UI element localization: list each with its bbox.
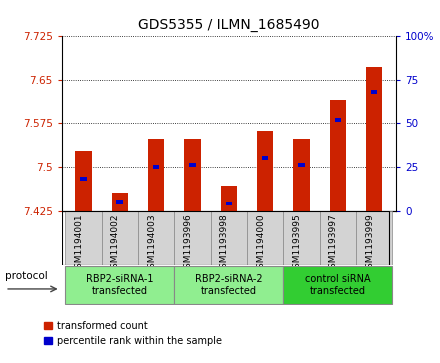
Text: GSM1193999: GSM1193999 bbox=[365, 213, 374, 274]
Bar bbox=[320, 211, 356, 265]
Text: control siRNA
transfected: control siRNA transfected bbox=[305, 274, 370, 296]
Bar bbox=[283, 211, 320, 265]
Text: GSM1194003: GSM1194003 bbox=[147, 213, 156, 274]
Bar bbox=[189, 163, 196, 167]
Bar bbox=[65, 211, 102, 265]
Bar bbox=[330, 100, 346, 211]
Bar bbox=[262, 156, 268, 160]
Bar bbox=[356, 211, 392, 265]
Bar bbox=[102, 211, 138, 265]
Bar bbox=[75, 151, 92, 211]
Bar bbox=[283, 266, 392, 304]
Text: protocol: protocol bbox=[5, 271, 48, 281]
Bar bbox=[220, 185, 237, 211]
Bar bbox=[117, 200, 123, 204]
Bar bbox=[366, 67, 382, 211]
Text: GSM1193997: GSM1193997 bbox=[329, 213, 338, 274]
Bar bbox=[211, 211, 247, 265]
Bar bbox=[174, 211, 211, 265]
Bar bbox=[257, 131, 273, 211]
Text: GSM1193995: GSM1193995 bbox=[293, 213, 301, 274]
Bar bbox=[226, 202, 232, 205]
Bar bbox=[334, 118, 341, 122]
Bar bbox=[371, 90, 378, 94]
Bar bbox=[184, 139, 201, 211]
Text: GSM1194001: GSM1194001 bbox=[74, 213, 84, 274]
Text: GSM1194000: GSM1194000 bbox=[256, 213, 265, 274]
Legend: transformed count, percentile rank within the sample: transformed count, percentile rank withi… bbox=[40, 317, 225, 350]
Bar bbox=[174, 266, 283, 304]
Title: GDS5355 / ILMN_1685490: GDS5355 / ILMN_1685490 bbox=[138, 19, 319, 33]
Bar bbox=[153, 165, 159, 169]
Text: RBP2-siRNA-1
transfected: RBP2-siRNA-1 transfected bbox=[86, 274, 154, 296]
Bar bbox=[298, 163, 305, 167]
Bar bbox=[65, 266, 174, 304]
Bar bbox=[148, 139, 164, 211]
Bar bbox=[138, 211, 174, 265]
Text: RBP2-siRNA-2
transfected: RBP2-siRNA-2 transfected bbox=[195, 274, 263, 296]
Bar bbox=[247, 211, 283, 265]
Bar bbox=[293, 139, 310, 211]
Bar bbox=[112, 193, 128, 211]
Text: GSM1193996: GSM1193996 bbox=[183, 213, 192, 274]
Text: GSM1193998: GSM1193998 bbox=[220, 213, 229, 274]
Text: GSM1194002: GSM1194002 bbox=[111, 213, 120, 274]
Bar bbox=[80, 177, 87, 181]
